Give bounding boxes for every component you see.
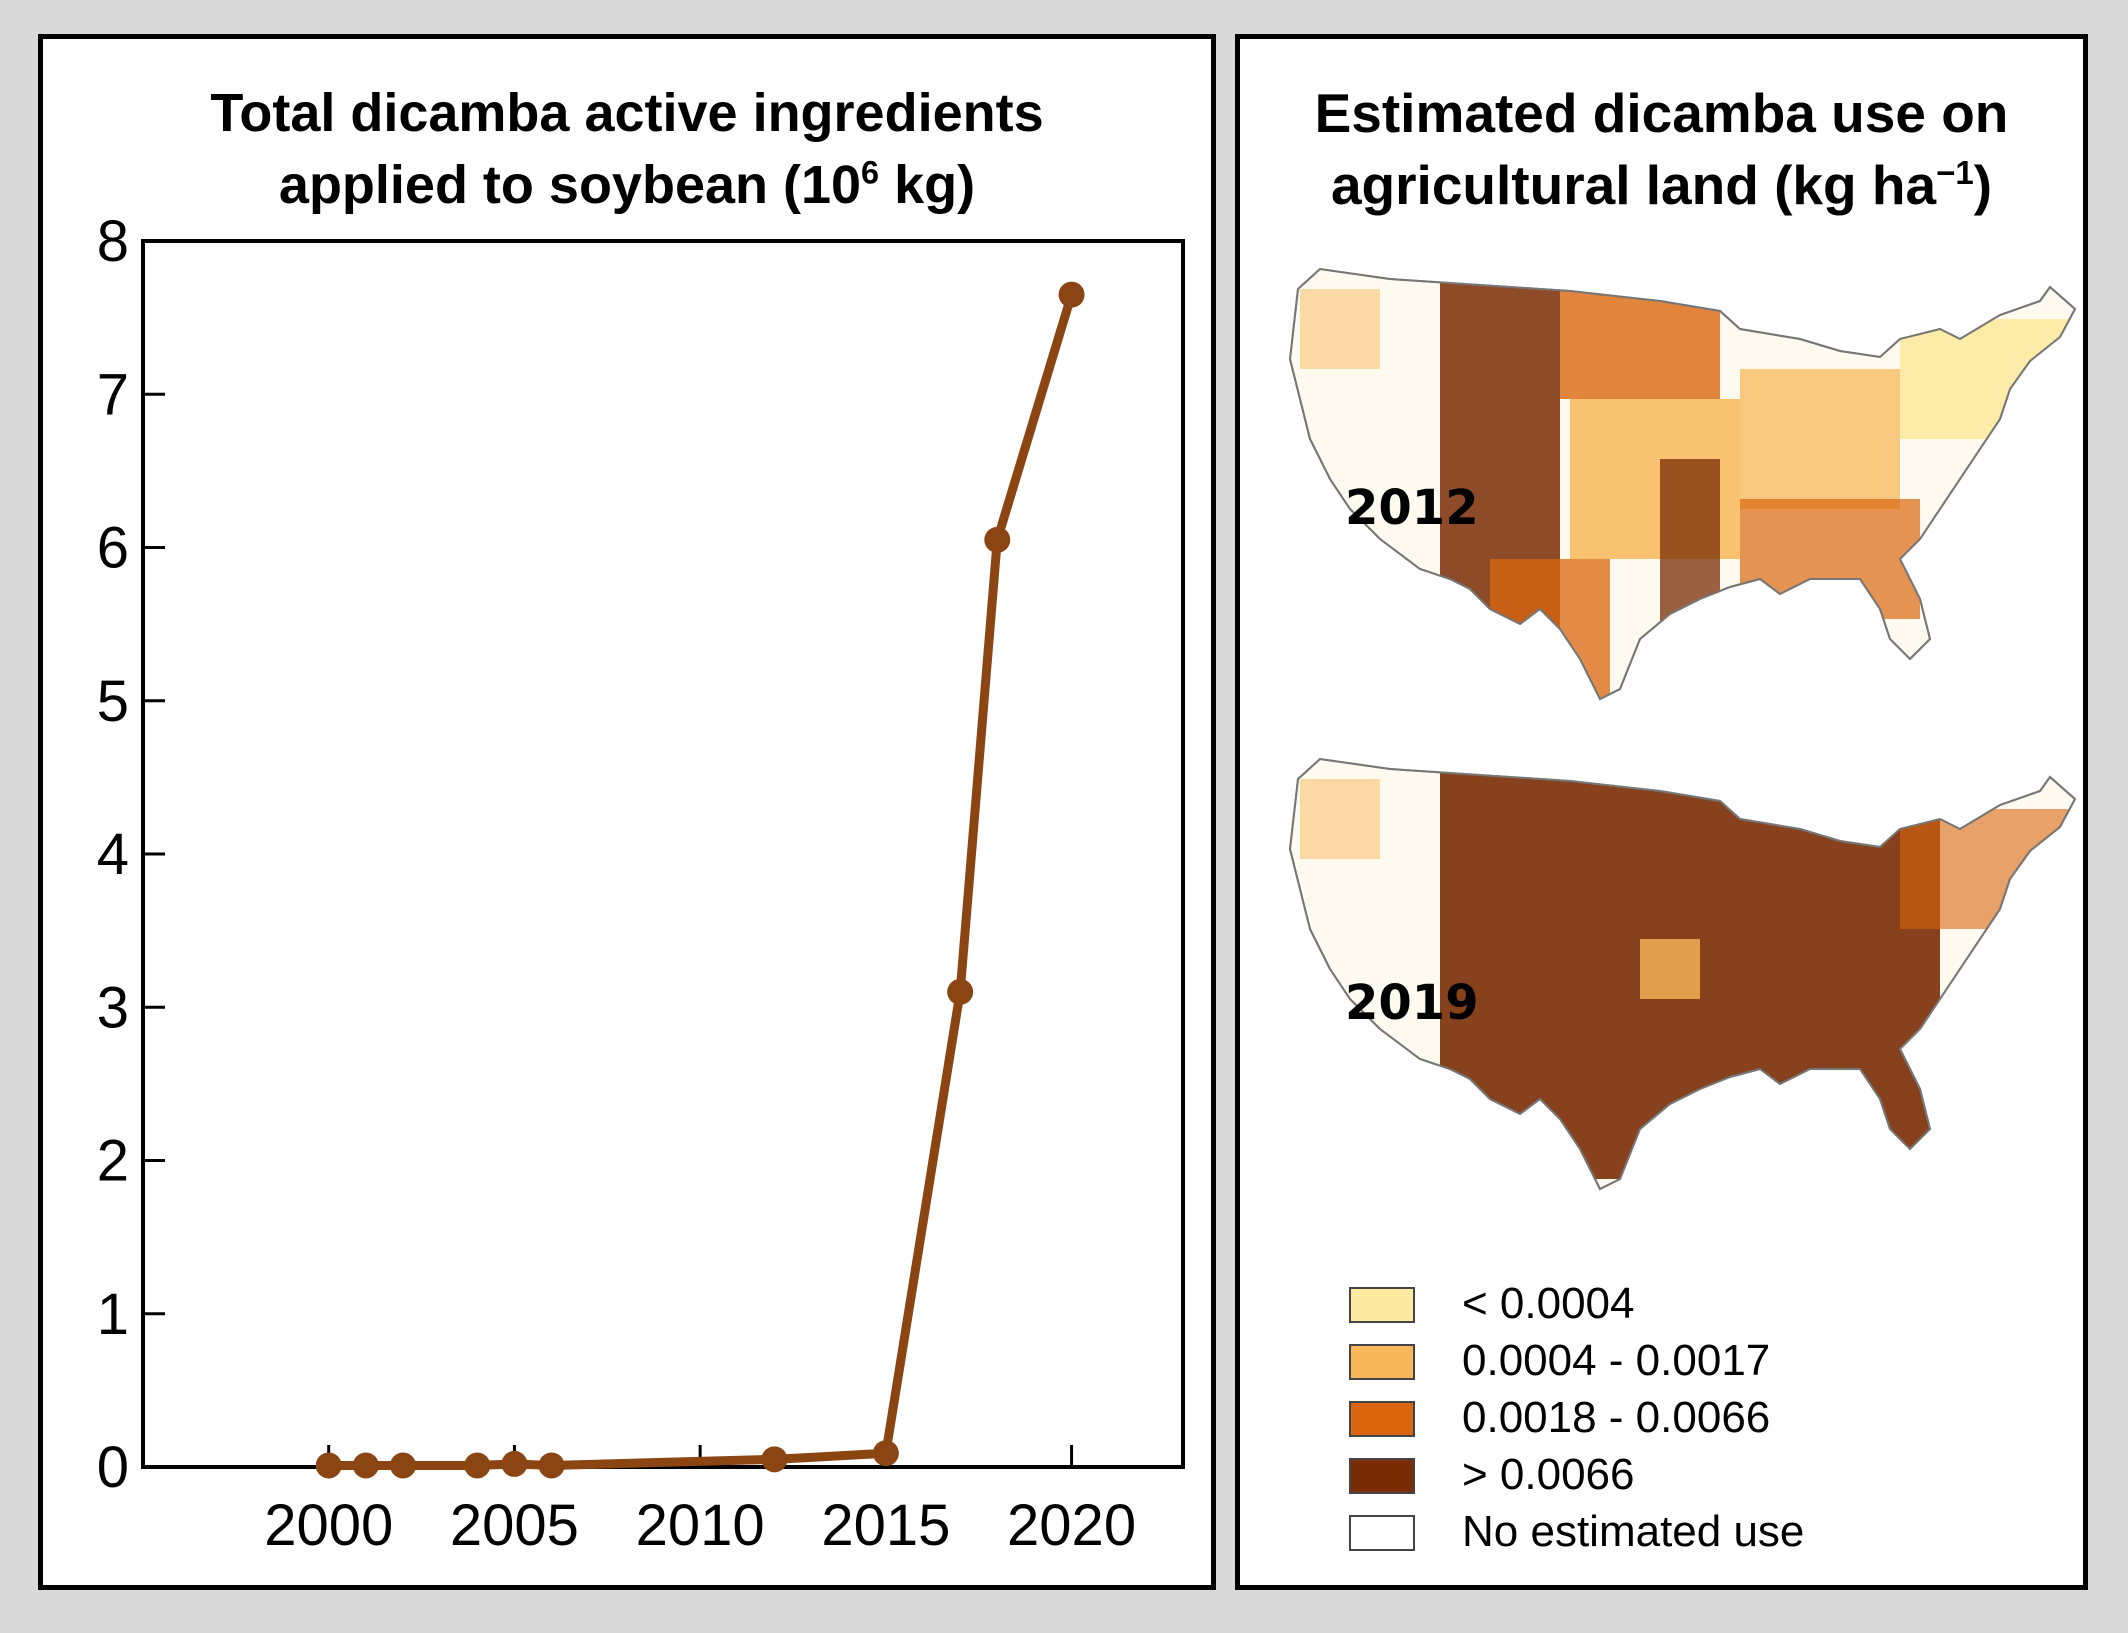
legend-label-4: No estimated use <box>1462 1507 1804 1556</box>
legend: < 0.0004 0.0004 - 0.0017 0.0018 - 0.0066 > … <box>1349 1279 1804 1556</box>
y-tick-label-3: 3 <box>97 975 129 1040</box>
data-point-5 <box>538 1452 565 1479</box>
map-year-2019: 2019 <box>1345 975 1479 1031</box>
legend-swatch-4 <box>1349 1515 1415 1551</box>
data-point-7 <box>872 1440 899 1467</box>
map-year-2012: 2012 <box>1345 480 1479 536</box>
series-path <box>328 293 1076 1470</box>
legend-label-3: > 0.0066 <box>1462 1450 1635 1499</box>
y-tick-label-1: 1 <box>97 1282 129 1347</box>
map-title: Estimated dicamba use on agricultural la… <box>1240 77 2083 221</box>
right-panel: Estimated dicamba use on agricultural la… <box>1235 34 2088 1590</box>
y-tick-label-0: 0 <box>97 1435 129 1500</box>
legend-label-1: 0.0004 - 0.0017 <box>1462 1336 1770 1385</box>
y-tick-label-8: 8 <box>97 209 129 274</box>
y-tick-label-7: 7 <box>97 362 129 427</box>
data-point-10 <box>1058 281 1085 308</box>
data-point-4 <box>501 1450 528 1477</box>
data-point-3 <box>464 1452 491 1479</box>
x-tick-label-2: 2010 <box>636 1493 765 1558</box>
map-title-line1: Estimated dicamba use on <box>1314 82 2009 144</box>
data-point-9 <box>984 526 1011 553</box>
x-tick-label-3: 2015 <box>821 1493 950 1558</box>
data-point-0 <box>315 1452 342 1479</box>
x-tick-label-1: 2005 <box>450 1493 579 1558</box>
data-point-1 <box>352 1452 379 1479</box>
map-2012: 2012 <box>1288 267 2077 701</box>
left-panel: Total dicamba active ingredients applied… <box>38 34 1216 1590</box>
legend-swatch-0 <box>1349 1287 1415 1323</box>
x-axis: 2000 2005 2010 2015 2020 <box>264 1445 1136 1558</box>
legend-swatch-3 <box>1349 1458 1415 1494</box>
data-point-8 <box>947 978 974 1005</box>
legend-label-0: < 0.0004 <box>1462 1279 1635 1328</box>
legend-label-2: 0.0018 - 0.0066 <box>1462 1393 1770 1442</box>
series-line <box>315 281 1085 1479</box>
x-tick-label-4: 2020 <box>1007 1493 1136 1558</box>
y-axis: 0 1 2 3 4 5 6 7 8 <box>97 209 165 1500</box>
y-tick-label-2: 2 <box>97 1129 129 1194</box>
map-2019: 2019 <box>1288 757 2077 1191</box>
map-title-line2: agricultural land (kg ha−1) <box>1330 154 1993 216</box>
data-point-2 <box>390 1452 416 1479</box>
map-graphics: 2012 2019 < 0.0004 0.0004 - 0.0017 0.0018 … <box>1288 267 2077 1556</box>
plot-frame <box>141 239 1185 1469</box>
chart-title: Total dicamba active ingredients applied… <box>43 77 1211 221</box>
y-tick-label-6: 6 <box>97 516 129 581</box>
legend-swatch-1 <box>1349 1344 1415 1380</box>
y-tick-label-5: 5 <box>97 669 129 734</box>
chart-title-line1: Total dicamba active ingredients <box>210 83 1044 143</box>
legend-swatch-2 <box>1349 1401 1415 1437</box>
x-tick-label-0: 2000 <box>264 1493 393 1558</box>
line-chart: 0 1 2 3 4 5 6 7 8 2000 2005 2010 2015 2020 <box>97 209 1185 1558</box>
data-point-6 <box>761 1446 788 1473</box>
chart-title-line2: applied to soybean (106 kg) <box>278 154 976 215</box>
y-tick-label-4: 4 <box>97 822 129 887</box>
